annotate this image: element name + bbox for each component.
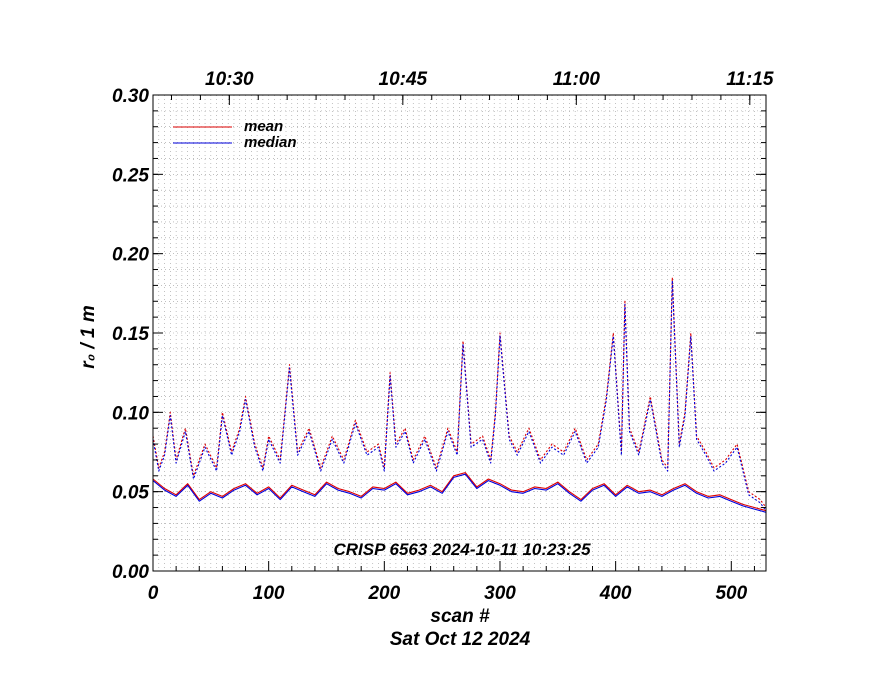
x-axis-date-label: Sat Oct 12 2024	[390, 629, 531, 650]
series-line-median	[152, 473, 767, 513]
legend: mean median	[173, 118, 297, 151]
legend-label-mean: mean	[244, 118, 283, 135]
x-tick-label: 0	[148, 583, 159, 604]
x-axis-label: scan #	[430, 606, 490, 627]
top-tick-label: 11:15	[726, 69, 774, 90]
series-line-mean	[152, 472, 767, 512]
x-tick-label: 400	[599, 583, 632, 604]
top-tick-label: 11:00	[553, 69, 601, 90]
annotation-text: CRISP 6563 2024-10-11 10:23:25	[333, 540, 591, 559]
axis-ticks: 0 100 200 300 400 500 0.00 0.05 0.10 0.15 0.20 0.25…	[112, 69, 774, 604]
x-tick-label: 200	[367, 583, 400, 604]
top-tick-label: 10:30	[205, 69, 254, 90]
series-line-mean-dotted	[152, 276, 767, 508]
y-tick-label: 0.15	[112, 324, 149, 345]
series-line-median-dotted	[152, 280, 767, 512]
y-tick-label: 0.25	[112, 165, 149, 186]
y-tick-label: 0.30	[112, 86, 149, 107]
y-tick-label: 0.05	[112, 483, 149, 504]
y-axis-label: r₀ / 1 m	[78, 305, 99, 369]
legend-label-median: median	[244, 134, 297, 151]
x-tick-label: 500	[715, 583, 747, 604]
y-tick-label: 0.20	[112, 245, 149, 266]
data-series	[152, 276, 767, 513]
y-tick-label: 0.00	[112, 562, 149, 583]
top-tick-label: 10:45	[379, 69, 428, 90]
x-tick-label: 100	[253, 583, 285, 604]
y-tick-label: 0.10	[112, 403, 149, 424]
x-tick-label: 300	[484, 583, 516, 604]
